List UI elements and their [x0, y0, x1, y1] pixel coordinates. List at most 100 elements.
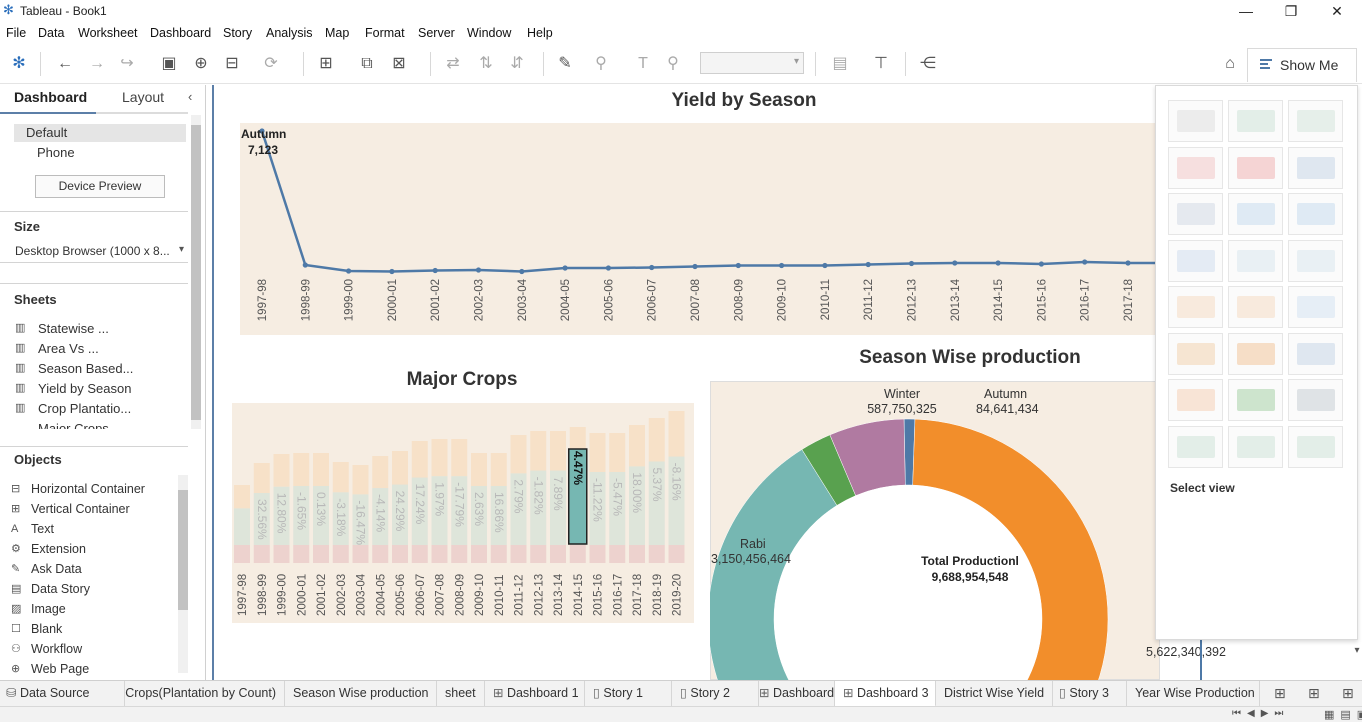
yield-chart[interactable]: 1997-98 1998-99 1999-00 2000-01 2001-02 2002-…: [240, 123, 1160, 335]
canvas-scroll-down-icon[interactable]: ▾: [1352, 645, 1362, 675]
tab-dashboard[interactable]: Dashboard: [14, 89, 87, 105]
object-horizontal-container[interactable]: Horizontal Container: [31, 482, 145, 496]
sheet-item[interactable]: Statewise ...: [38, 321, 109, 336]
sheets-scrollbar[interactable]: [191, 125, 201, 420]
format-painter-icon[interactable]: ⌂: [1220, 54, 1240, 74]
device-default[interactable]: Default: [26, 125, 67, 140]
tab-season-wise-production[interactable]: Season Wise production: [285, 681, 437, 707]
fit-icon[interactable]: ▤: [830, 54, 850, 74]
sheet-item[interactable]: Area Vs ...: [38, 341, 99, 356]
undo-icon[interactable]: ←: [55, 54, 75, 74]
group-icon[interactable]: ⚲: [591, 54, 611, 74]
fit-dropdown[interactable]: [700, 52, 804, 74]
minimize-icon[interactable]: —: [1237, 2, 1255, 20]
sort-ascending-icon[interactable]: ⇅: [476, 54, 496, 74]
chevron-down-icon[interactable]: ▾: [179, 244, 184, 255]
pin-icon[interactable]: ⚲: [663, 54, 683, 74]
menu-worksheet[interactable]: Worksheet: [78, 26, 138, 40]
share-icon[interactable]: ⋲: [918, 54, 938, 74]
show-me-button[interactable]: Show Me: [1247, 48, 1357, 82]
tab-crops-plantation[interactable]: Crops(Plantation by Count): [125, 681, 285, 707]
tab-dashboard-3[interactable]: ⊞ Dashboard 3: [835, 681, 936, 707]
swap-icon[interactable]: ⇄: [443, 54, 463, 74]
chart-type-thumbnail[interactable]: [1168, 379, 1223, 421]
pause-updates-icon[interactable]: ⊟: [222, 54, 242, 74]
tab-layout[interactable]: Layout: [122, 89, 164, 105]
chart-type-thumbnail[interactable]: [1228, 240, 1283, 282]
chart-type-thumbnail[interactable]: [1228, 379, 1283, 421]
sort-descending-icon[interactable]: ⇵: [507, 54, 527, 74]
chart-type-thumbnail[interactable]: [1168, 240, 1223, 282]
label-icon[interactable]: T: [633, 54, 653, 74]
device-phone[interactable]: Phone: [37, 145, 75, 160]
new-data-source-icon[interactable]: ⊕: [191, 54, 211, 74]
object-workflow[interactable]: Workflow: [31, 642, 82, 656]
restore-icon[interactable]: ❐: [1282, 2, 1300, 20]
chart-type-thumbnail[interactable]: [1168, 100, 1223, 142]
tab-year-wise-production[interactable]: Year Wise Production: [1127, 681, 1260, 707]
objects-scrollbar[interactable]: [178, 490, 188, 610]
save-icon[interactable]: ▣: [159, 54, 179, 74]
chart-type-thumbnail[interactable]: [1288, 147, 1343, 189]
chart-type-thumbnail[interactable]: [1228, 333, 1283, 375]
object-vertical-container[interactable]: Vertical Container: [31, 502, 130, 516]
menu-map[interactable]: Map: [325, 26, 349, 40]
menu-file[interactable]: File: [6, 26, 26, 40]
highlight-icon[interactable]: ✎: [555, 54, 575, 74]
menu-dashboard[interactable]: Dashboard: [150, 26, 211, 40]
menu-server[interactable]: Server: [418, 26, 455, 40]
chart-type-thumbnail[interactable]: [1168, 193, 1223, 235]
new-dashboard-tab-icon[interactable]: ⊞: [1300, 681, 1328, 707]
chart-type-thumbnail[interactable]: [1168, 286, 1223, 328]
refresh-icon[interactable]: ⟳: [261, 54, 281, 74]
chart-type-thumbnail[interactable]: [1288, 426, 1343, 468]
chart-type-thumbnail[interactable]: [1288, 379, 1343, 421]
menu-format[interactable]: Format: [365, 26, 405, 40]
object-data-story[interactable]: Data Story: [31, 582, 90, 596]
collapse-pane-icon[interactable]: ‹: [188, 89, 192, 104]
tab-story-1[interactable]: ▯ Story 1: [585, 681, 672, 707]
new-story-tab-icon[interactable]: ⊞: [1334, 681, 1362, 707]
object-text[interactable]: Text: [31, 522, 54, 536]
chart-type-thumbnail[interactable]: [1288, 286, 1343, 328]
menu-analysis[interactable]: Analysis: [266, 26, 313, 40]
chart-type-thumbnail[interactable]: [1228, 100, 1283, 142]
menu-data[interactable]: Data: [38, 26, 64, 40]
new-worksheet-icon[interactable]: ⊞: [316, 54, 336, 74]
tab-story-3[interactable]: ▯ Story 3: [1053, 681, 1127, 707]
object-web-page[interactable]: Web Page: [31, 662, 89, 676]
duplicate-sheet-icon[interactable]: ⧉: [357, 54, 377, 74]
menu-story[interactable]: Story: [223, 26, 252, 40]
tab-sheet[interactable]: sheet: [437, 681, 485, 707]
replay-icon[interactable]: ↪: [117, 54, 137, 74]
object-blank[interactable]: Blank: [31, 622, 62, 636]
major-crops-chart[interactable]: 1997-98 32.56% 1998-99 12.80% 1999-00 -1.65% 2…: [232, 403, 694, 623]
tab-dashboard-2[interactable]: ⊞ Dashboard 2: [759, 681, 835, 707]
object-image[interactable]: Image: [31, 602, 66, 616]
sheet-item[interactable]: Major Crops: [38, 421, 109, 429]
tab-district-wise-yield[interactable]: District Wise Yield: [936, 681, 1053, 707]
tab-story-2[interactable]: ▯ Story 2: [672, 681, 759, 707]
tab-dashboard-1[interactable]: ⊞ Dashboard 1: [485, 681, 585, 707]
chart-type-thumbnail[interactable]: [1228, 147, 1283, 189]
size-dropdown[interactable]: Desktop Browser (1000 x 8...: [15, 244, 170, 258]
object-ask-data[interactable]: Ask Data: [31, 562, 82, 576]
redo-icon[interactable]: →: [87, 54, 107, 74]
tableau-home-icon[interactable]: ✻: [9, 54, 29, 74]
sheet-item[interactable]: Crop Plantatio...: [38, 401, 131, 416]
chart-type-thumbnail[interactable]: [1168, 147, 1223, 189]
chart-type-thumbnail[interactable]: [1228, 426, 1283, 468]
clear-sheet-icon[interactable]: ⊠: [389, 54, 409, 74]
chart-type-thumbnail[interactable]: [1288, 100, 1343, 142]
tab-data-source[interactable]: ⛁ Data Source: [0, 681, 125, 707]
chart-type-thumbnail[interactable]: [1228, 193, 1283, 235]
menu-window[interactable]: Window: [467, 26, 511, 40]
new-worksheet-tab-icon[interactable]: ⊞: [1266, 681, 1294, 707]
chart-type-thumbnail[interactable]: [1288, 333, 1343, 375]
presentation-mode-icon[interactable]: ⊤: [871, 54, 891, 74]
chart-type-thumbnail[interactable]: [1288, 193, 1343, 235]
device-preview-button[interactable]: Device Preview: [35, 175, 165, 198]
chart-type-thumbnail[interactable]: [1228, 286, 1283, 328]
chart-type-thumbnail[interactable]: [1168, 333, 1223, 375]
sheet-navigation-icons[interactable]: ⏮◀▶⏭: [1232, 708, 1289, 719]
